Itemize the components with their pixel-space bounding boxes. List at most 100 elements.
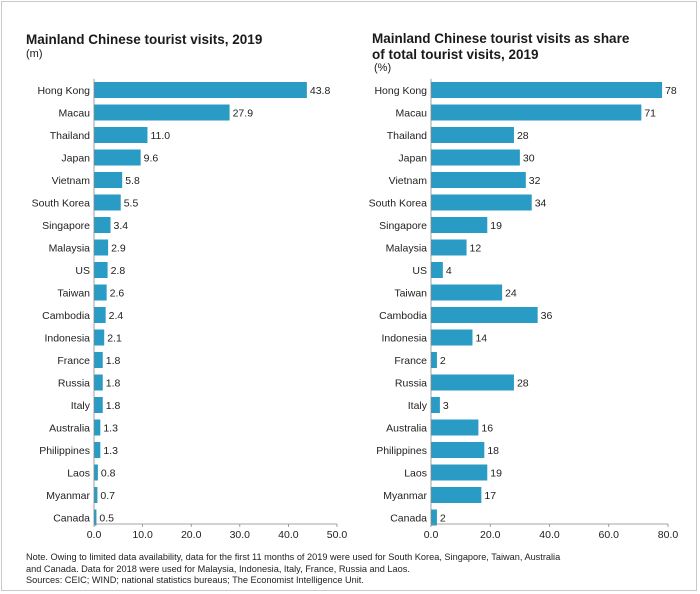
right-category-label: Vietnam [389,175,428,187]
right-bar [431,262,443,278]
left-bar [94,419,101,436]
right-value-label: 4 [446,265,452,277]
right-value-label: 32 [529,175,541,187]
right-value-label: 71 [644,108,656,120]
right-chart-unit: (%) [374,62,392,74]
sources-line: Sources: CEIC; WIND; national statistics… [26,575,364,585]
left-value-label: 11.0 [150,130,170,142]
left-category-label: Cambodia [42,310,90,322]
left-category-label: Japan [61,153,90,165]
left-chart-unit: (m) [26,48,43,60]
left-category-label: Vietnam [52,175,91,187]
left-value-label: 27.9 [233,108,254,120]
right-x-tick-label: 20.0 [480,529,501,541]
right-chart-title: Mainland Chinese tourist visits as share… [372,31,629,63]
left-x-tick-label: 10.0 [132,529,153,541]
right-bar [431,464,488,481]
right-chart-title-line-2: of total tourist visits, 2019 [372,47,539,62]
right-category-label: Hong Kong [374,85,427,97]
right-bar [431,352,437,368]
left-bar [94,442,101,458]
left-bar [94,217,111,233]
left-value-label: 1.8 [106,378,121,390]
right-value-label: 34 [535,198,547,210]
right-category-label: Laos [404,468,427,480]
right-value-label: 18 [487,445,499,457]
right-bar [431,374,514,391]
left-category-label: Philippines [39,445,90,457]
left-category-label: Australia [49,423,90,435]
right-bar [431,82,663,98]
right-bar [431,284,503,301]
right-category-label: Italy [408,400,428,412]
left-category-label: Myanmar [46,490,90,502]
left-value-label: 2.4 [109,310,124,322]
left-x-tick-label: 0.0 [87,529,102,541]
left-bar [94,104,230,121]
note-line-2: and Canada. Data for 2018 were used for … [26,563,410,574]
right-category-label: Philippines [376,445,427,457]
left-category-label: Malaysia [49,243,91,255]
right-category-label: South Korea [369,198,428,210]
right-category-label: Russia [395,378,427,390]
right-value-label: 14 [475,333,487,345]
left-value-label: 0.8 [101,468,116,480]
left-category-label: Singapore [42,220,90,232]
left-bar [94,149,141,166]
left-value-label: 1.8 [106,355,121,367]
left-value-label: 3.4 [114,220,129,232]
right-category-label: France [394,355,427,367]
left-bar [94,329,105,346]
right-category-label: Cambodia [379,310,427,322]
right-bar [431,194,532,211]
left-category-label: Canada [53,513,90,525]
right-value-label: 16 [481,423,493,435]
right-value-label: 19 [490,468,502,480]
chart-note: Note. Owing to limited data availability… [26,552,686,587]
left-x-tick-label: 30.0 [230,529,251,541]
left-value-label: 2.6 [110,288,125,300]
left-category-label: South Korea [32,198,91,210]
right-value-label: 30 [523,153,535,165]
left-value-label: 0.5 [99,513,114,525]
right-value-label: 2 [440,513,446,525]
left-category-label: Thailand [50,130,90,142]
left-value-label: 0.7 [100,490,115,502]
right-category-label: US [412,265,427,277]
left-chart-title: Mainland Chinese tourist visits, 2019 [26,32,263,47]
right-category-label: Japan [398,153,427,165]
right-category-label: Macau [395,108,427,120]
left-bar [94,262,108,278]
left-bar [94,239,109,256]
right-category-label: Canada [390,513,427,525]
right-value-label: 17 [484,490,496,502]
right-value-label: 28 [517,130,529,142]
right-bar [431,149,520,166]
left-value-label: 1.3 [103,423,118,435]
right-value-label: 28 [517,378,529,390]
right-x-tick-label: 80.0 [658,529,679,541]
right-category-label: Singapore [379,220,427,232]
left-x-tick-label: 50.0 [327,529,348,541]
right-value-label: 78 [665,85,677,97]
right-x-tick-label: 0.0 [424,529,439,541]
left-bar [94,509,97,526]
left-category-label: Indonesia [44,333,90,345]
left-bar [94,172,123,188]
right-bar [431,329,473,346]
left-category-label: France [57,355,90,367]
right-category-label: Thailand [387,130,427,142]
right-category-label: Myanmar [383,490,427,502]
left-value-label: 9.6 [144,153,159,165]
right-value-label: 19 [490,220,502,232]
right-bar [431,509,437,526]
right-category-label: Malaysia [386,243,428,255]
right-bar [431,307,538,323]
left-x-tick-label: 40.0 [278,529,299,541]
right-bar [431,239,467,256]
note-line-1: Note. Owing to limited data availability… [26,552,561,562]
right-bar [431,104,642,121]
left-category-label: Laos [67,468,90,480]
